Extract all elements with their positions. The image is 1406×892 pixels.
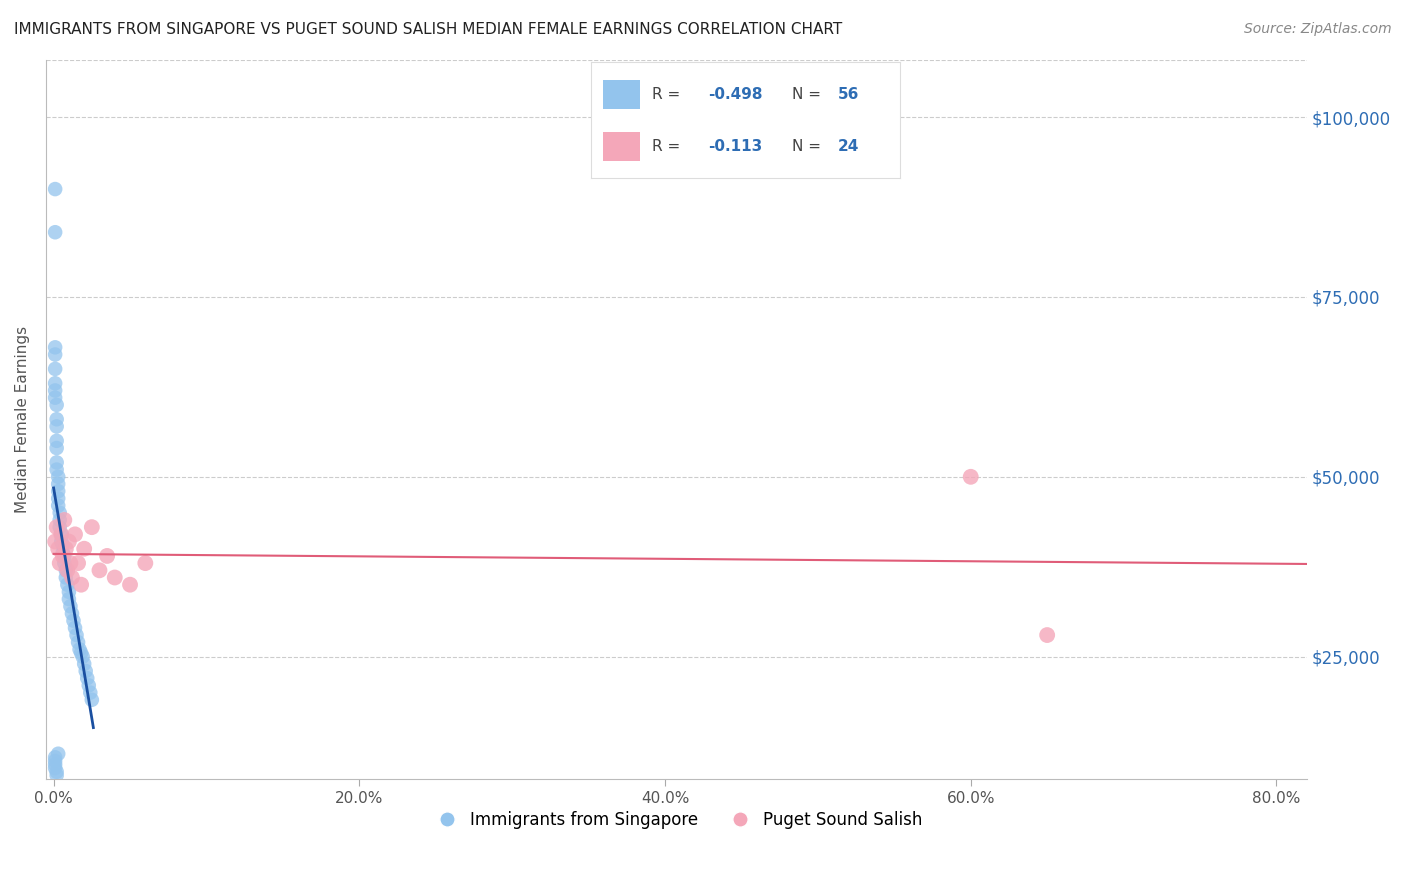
Point <box>44 750 66 764</box>
Point <box>46 470 69 484</box>
Point <box>73 657 96 671</box>
Point <box>45 520 67 534</box>
Point <box>53 513 76 527</box>
Point <box>52 538 75 552</box>
Point <box>46 484 69 499</box>
Point <box>44 391 66 405</box>
Bar <box>603 79 640 109</box>
Point <box>48 556 70 570</box>
Point <box>46 747 69 761</box>
Point <box>48 520 70 534</box>
Point <box>55 541 77 556</box>
Point <box>56 563 79 577</box>
Point <box>73 541 96 556</box>
Point <box>45 764 67 779</box>
Point <box>45 768 67 782</box>
Point <box>44 347 66 361</box>
Point <box>62 614 84 628</box>
Point <box>75 664 97 678</box>
Point <box>959 470 981 484</box>
Point <box>44 376 66 391</box>
Point <box>58 592 80 607</box>
Point <box>44 534 66 549</box>
Point <box>51 534 73 549</box>
Point <box>55 570 77 584</box>
Point <box>51 527 73 541</box>
Point <box>76 671 98 685</box>
Point <box>44 757 66 772</box>
Point <box>51 527 73 541</box>
Point <box>53 556 76 570</box>
Point <box>45 441 67 455</box>
Point <box>72 649 94 664</box>
Point <box>58 534 80 549</box>
Point <box>59 556 82 570</box>
Point <box>80 693 103 707</box>
Point <box>80 520 103 534</box>
Text: R =: R = <box>652 139 686 154</box>
Point <box>44 340 66 354</box>
Point <box>44 362 66 376</box>
Text: -0.498: -0.498 <box>709 87 762 102</box>
Point <box>77 678 100 692</box>
Point <box>45 455 67 469</box>
Point <box>46 541 69 556</box>
Point <box>52 549 75 563</box>
Text: 24: 24 <box>838 139 859 154</box>
Point <box>45 462 67 476</box>
Point <box>60 607 83 621</box>
Point <box>56 577 79 591</box>
Point <box>60 570 83 584</box>
Point <box>65 628 87 642</box>
Point <box>67 556 90 570</box>
Point <box>79 685 101 699</box>
Point <box>96 549 118 563</box>
Text: -0.113: -0.113 <box>709 139 762 154</box>
Point <box>45 412 67 426</box>
Y-axis label: Median Female Earnings: Median Female Earnings <box>15 326 30 513</box>
Point <box>44 182 66 196</box>
Point <box>44 384 66 398</box>
Point <box>69 642 91 657</box>
Text: N =: N = <box>792 87 825 102</box>
Legend: Immigrants from Singapore, Puget Sound Salish: Immigrants from Singapore, Puget Sound S… <box>423 804 929 835</box>
Bar <box>603 132 640 161</box>
Point <box>63 527 86 541</box>
Text: 56: 56 <box>838 87 859 102</box>
Point <box>58 585 80 599</box>
Point <box>45 419 67 434</box>
Text: R =: R = <box>652 87 686 102</box>
Point <box>45 398 67 412</box>
Point <box>70 577 93 591</box>
Point <box>48 513 70 527</box>
Text: IMMIGRANTS FROM SINGAPORE VS PUGET SOUND SALISH MEDIAN FEMALE EARNINGS CORRELATI: IMMIGRANTS FROM SINGAPORE VS PUGET SOUND… <box>14 22 842 37</box>
Point <box>67 635 90 649</box>
Point <box>44 225 66 239</box>
Point <box>52 545 75 559</box>
Point <box>46 491 69 506</box>
Point <box>63 621 86 635</box>
Point <box>134 556 156 570</box>
Point <box>118 577 141 591</box>
Point <box>44 754 66 768</box>
Point <box>48 506 70 520</box>
Point <box>45 434 67 448</box>
Point <box>1036 628 1059 642</box>
Point <box>46 499 69 513</box>
Point <box>70 646 93 660</box>
Point <box>59 599 82 614</box>
Text: Source: ZipAtlas.com: Source: ZipAtlas.com <box>1244 22 1392 37</box>
Point <box>55 563 77 577</box>
Text: N =: N = <box>792 139 825 154</box>
Point <box>46 477 69 491</box>
Point <box>53 549 76 563</box>
Point <box>44 761 66 775</box>
Point <box>89 563 111 577</box>
Point <box>104 570 127 584</box>
